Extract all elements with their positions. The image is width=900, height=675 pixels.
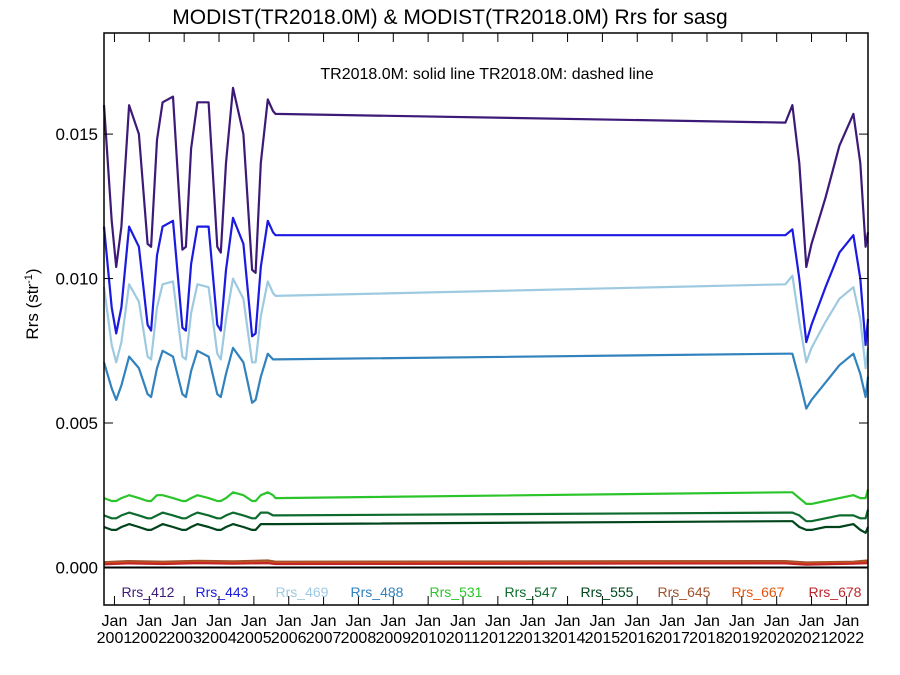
x-tick-year-label: 2003 — [166, 630, 202, 647]
x-tick-month-label: Jan — [450, 613, 476, 630]
x-tick-month-label: Jan — [380, 613, 406, 630]
x-tick-year-label: 2007 — [306, 630, 342, 647]
x-tick-month-label: Jan — [590, 613, 616, 630]
chart-title: MODIST(TR2018.0M) & MODIST(TR2018.0M) Rr… — [172, 6, 727, 29]
x-tick-year-label: 2015 — [585, 630, 621, 647]
y-tick-label: 0.005 — [55, 414, 98, 433]
series-line-rrs-531 — [103, 489, 870, 505]
legend-entry-rrs-443: Rrs_443 — [196, 584, 249, 600]
x-tick-month-label: Jan — [520, 613, 546, 630]
x-tick-year-label: 2016 — [619, 630, 655, 647]
series-line-rrs-645 — [103, 559, 869, 564]
x-tick-year-label: 2021 — [794, 630, 830, 647]
axis-ticks: 0.0000.0050.0100.015Jan2001Jan2002Jan200… — [55, 33, 868, 647]
series-line-rrs-412 — [102, 86, 870, 274]
legend-entry-rrs-469: Rrs_469 — [276, 584, 329, 600]
x-tick-month-label: Jan — [415, 613, 441, 630]
legend: Rrs_412 Rrs_443 Rrs_469 Rrs_488 Rrs_531 Rrs_5… — [122, 584, 862, 600]
x-tick-year-label: 2008 — [341, 630, 377, 647]
x-tick-year-label: 2012 — [480, 630, 516, 647]
x-tick-year-label: 2022 — [829, 630, 865, 647]
x-tick-year-label: 2011 — [446, 630, 481, 647]
legend-entry-rrs-678: Rrs_678 — [809, 584, 862, 600]
x-tick-month-label: Jan — [102, 613, 128, 630]
y-tick-label: 0.010 — [55, 270, 98, 289]
y-tick-label: 0.015 — [55, 125, 98, 144]
x-tick-month-label: Jan — [799, 613, 825, 630]
x-tick-year-label: 2006 — [271, 630, 307, 647]
series-line-rrs-547 — [103, 509, 870, 523]
x-tick-year-label: 2019 — [724, 630, 760, 647]
x-tick-year-label: 2013 — [515, 630, 551, 647]
x-tick-year-label: 2002 — [132, 630, 168, 647]
x-tick-year-label: 2001 — [97, 630, 133, 647]
plot-frame — [103, 32, 869, 606]
x-tick-year-label: 2005 — [236, 630, 272, 647]
x-tick-year-label: 2004 — [201, 630, 237, 647]
legend-entry-rrs-412: Rrs_412 — [122, 584, 175, 600]
x-tick-year-label: 2010 — [410, 630, 446, 647]
x-tick-month-label: Jan — [694, 613, 720, 630]
x-tick-month-label: Jan — [311, 613, 337, 630]
x-tick-month-label: Jan — [485, 613, 511, 630]
series-line-rrs-678 — [103, 562, 869, 566]
legend-entry-rrs-667: Rrs_667 — [732, 584, 785, 600]
series-line-rrs-488 — [102, 346, 870, 410]
x-tick-month-label: Jan — [241, 613, 267, 630]
series-layer — [102, 86, 870, 566]
x-tick-year-label: 2018 — [689, 630, 725, 647]
x-tick-month-label: Jan — [206, 613, 232, 630]
x-tick-year-label: 2009 — [375, 630, 411, 647]
legend-entry-rrs-645: Rrs_645 — [658, 584, 711, 600]
y-axis-label: Rrs (str-1) — [23, 268, 42, 339]
x-tick-year-label: 2017 — [654, 630, 690, 647]
x-tick-year-label: 2020 — [759, 630, 795, 647]
x-tick-month-label: Jan — [659, 613, 685, 630]
series-line-rrs-555 — [103, 520, 870, 534]
x-tick-month-label: Jan — [555, 613, 581, 630]
y-tick-label: 0.000 — [55, 558, 98, 577]
x-tick-month-label: Jan — [764, 613, 790, 630]
line-style-annotation: TR2018.0M: solid line TR2018.0M: dashed … — [320, 66, 653, 83]
x-tick-year-label: 2014 — [550, 630, 586, 647]
x-tick-month-label: Jan — [729, 613, 755, 630]
series-line-rrs-443 — [102, 216, 870, 347]
x-tick-month-label: Jan — [624, 613, 650, 630]
x-tick-month-label: Jan — [346, 613, 372, 630]
x-tick-month-label: Jan — [171, 613, 197, 630]
x-tick-month-label: Jan — [136, 613, 162, 630]
legend-entry-rrs-531: Rrs_531 — [430, 584, 483, 600]
x-tick-month-label: Jan — [276, 613, 302, 630]
legend-entry-rrs-547: Rrs_547 — [505, 584, 558, 600]
x-tick-month-label: Jan — [833, 613, 859, 630]
series-line-rrs-469 — [102, 274, 870, 370]
legend-entry-rrs-555: Rrs_555 — [581, 584, 634, 600]
legend-entry-rrs-488: Rrs_488 — [351, 584, 404, 600]
